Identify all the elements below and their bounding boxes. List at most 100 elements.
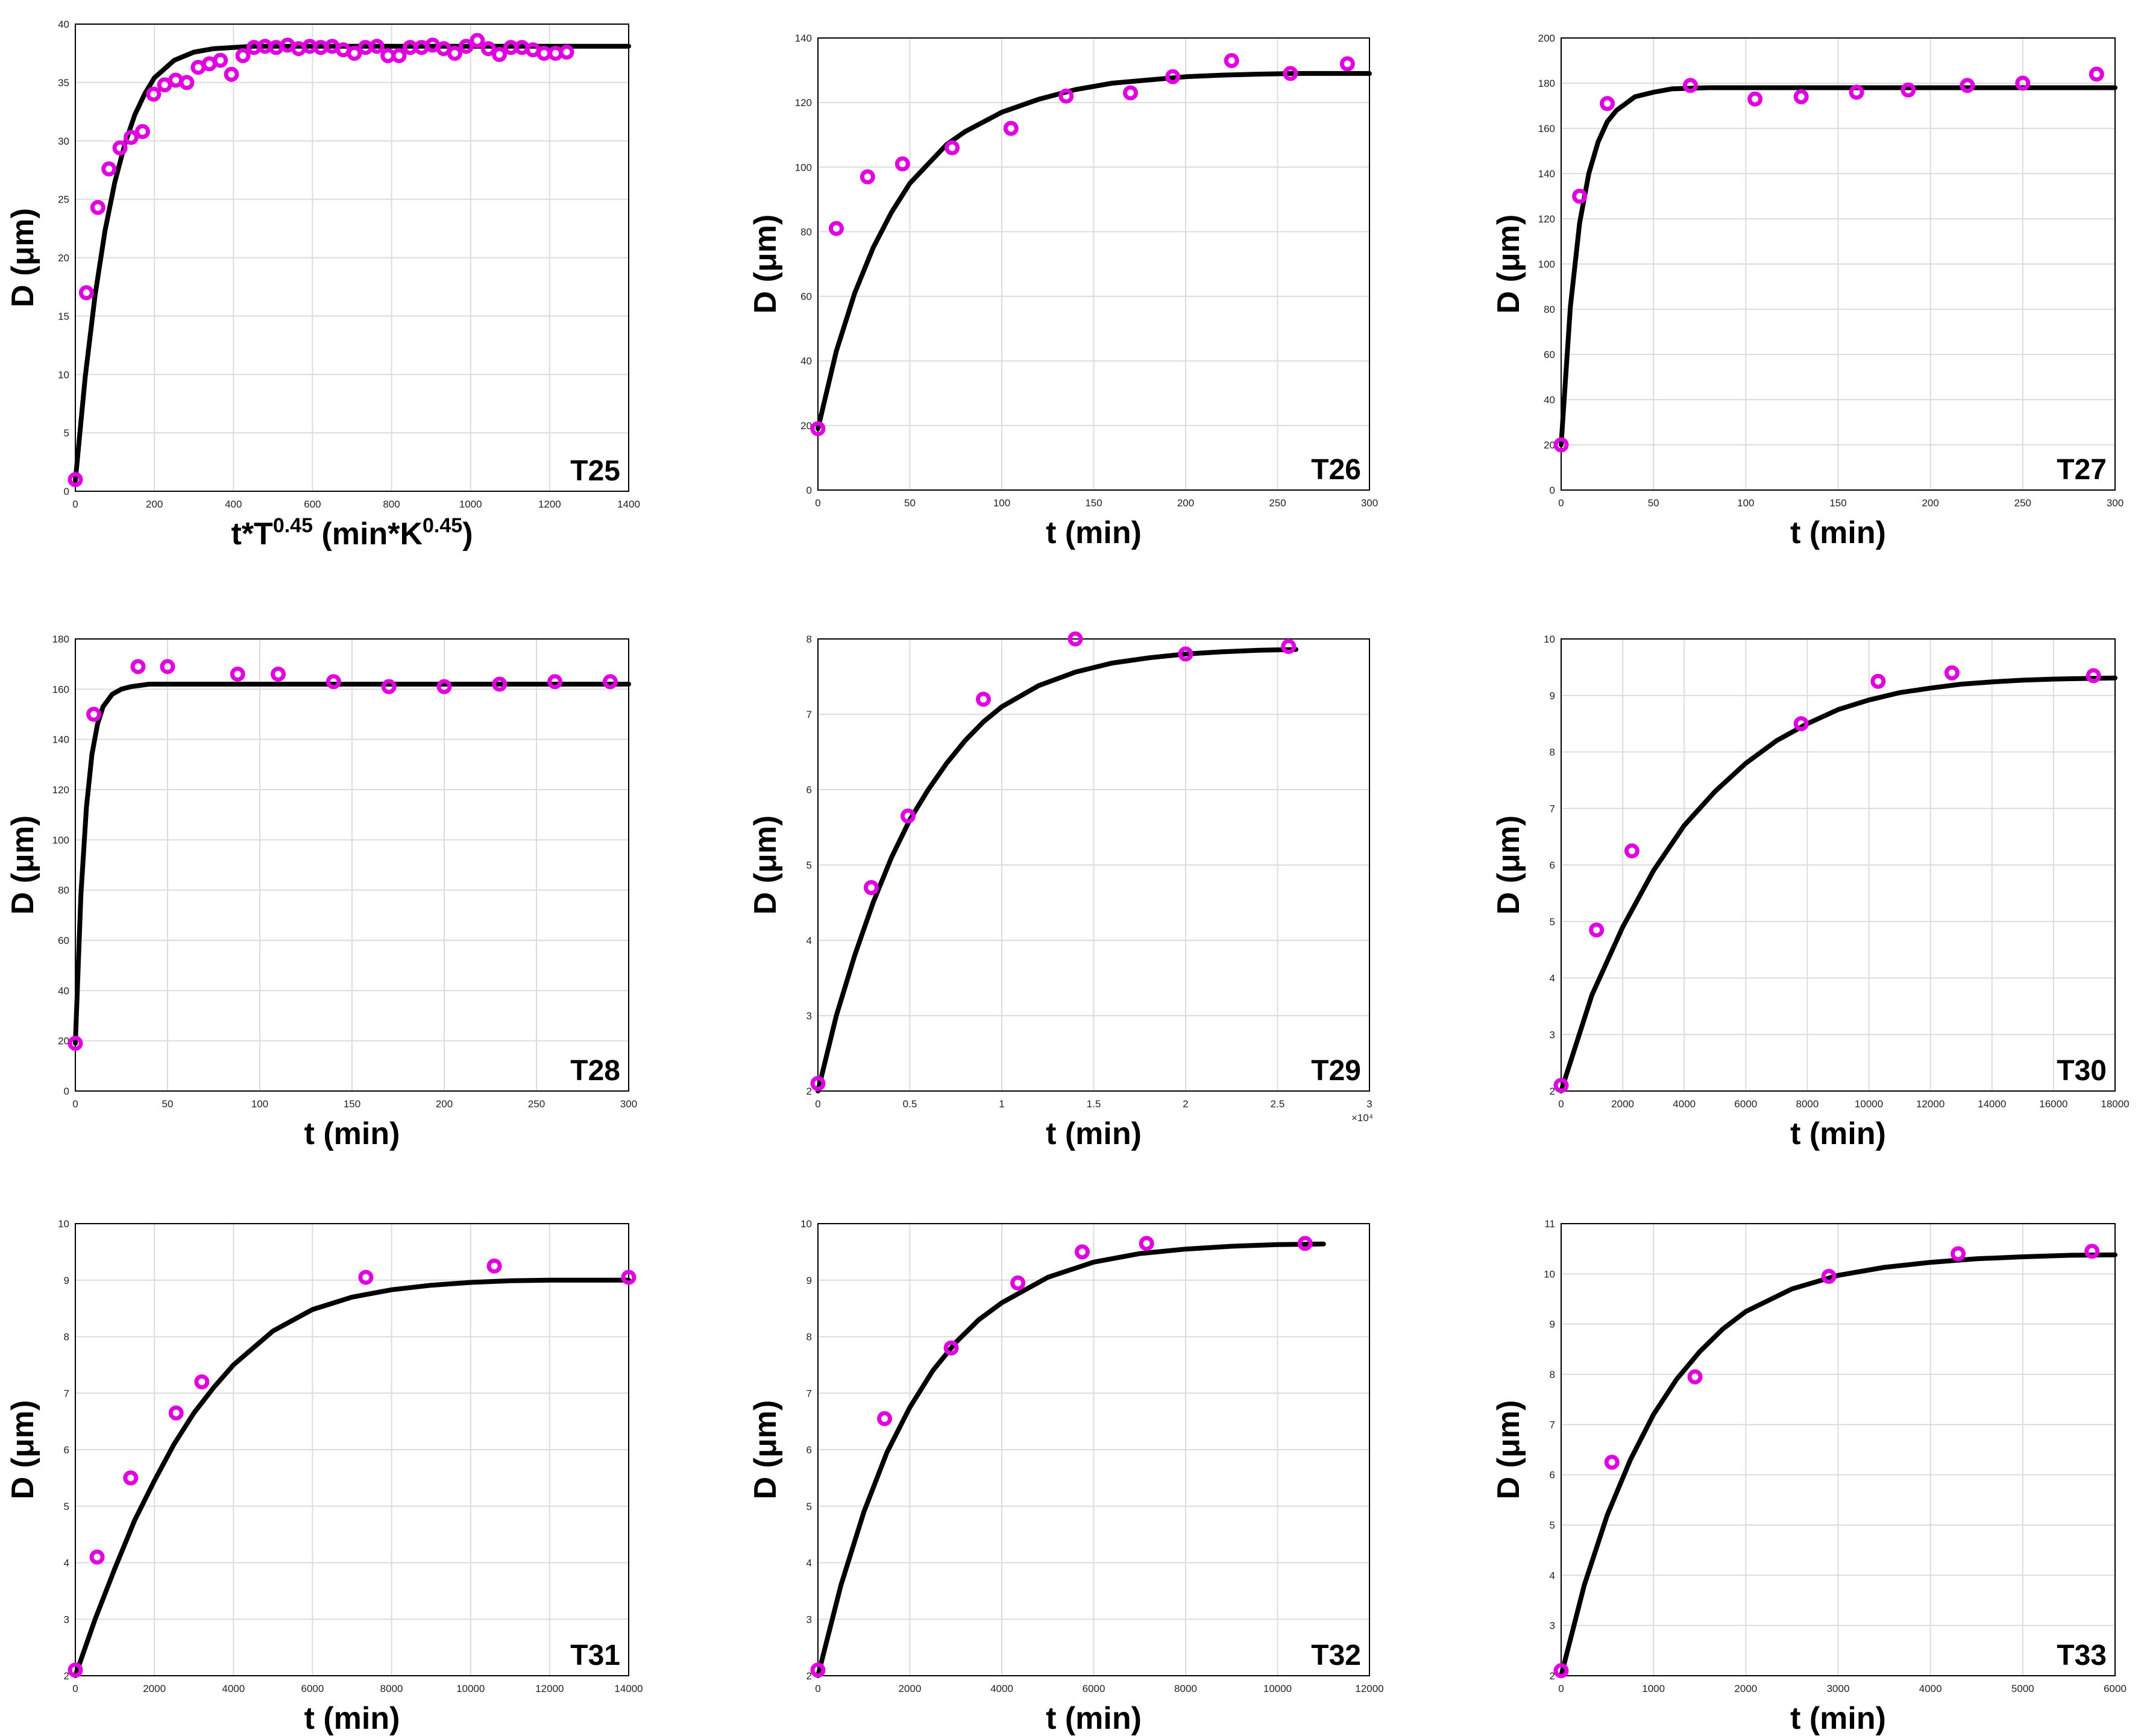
y-tick-label: 8 — [64, 1332, 69, 1343]
x-tick-label: 1 — [999, 1098, 1004, 1110]
y-tick-label: 8 — [806, 1332, 812, 1343]
x-axis-label-text: ) — [462, 517, 473, 552]
x-tick-label: 5000 — [2011, 1683, 2034, 1694]
x-tick-label: 0 — [72, 1683, 78, 1694]
data-point — [358, 1269, 374, 1285]
data-point — [860, 169, 875, 184]
y-tick-label: 5 — [1550, 916, 1555, 928]
data-point — [621, 1269, 637, 1285]
x-tick-label: 200 — [436, 1098, 453, 1110]
x-tick-label: 16000 — [2039, 1098, 2067, 1110]
y-tick-label: 4 — [64, 1558, 69, 1569]
data-point — [2084, 1244, 2100, 1259]
y-tick-label: 60 — [800, 291, 812, 303]
x-tick-label: 2000 — [1734, 1683, 1757, 1694]
y-tick-label: 80 — [58, 885, 69, 896]
y-axis-label: D (μm) — [1491, 1400, 1526, 1500]
y-tick-label: 6 — [806, 784, 812, 796]
data-point — [447, 45, 462, 61]
x-axis-label: t (min) — [304, 1116, 400, 1151]
data-point — [90, 200, 105, 215]
y-tick-label: 9 — [64, 1275, 69, 1286]
data-point — [894, 156, 910, 172]
x-tick-label: 2 — [1183, 1098, 1188, 1110]
data-point — [1224, 53, 1239, 68]
x-tick-label: 10000 — [1855, 1098, 1883, 1110]
y-tick-label: 4 — [806, 1558, 812, 1569]
data-point — [2086, 668, 2101, 684]
data-point — [1339, 56, 1355, 72]
x-tick-label: 1.5 — [1087, 1098, 1101, 1110]
x-axis-label: t (min) — [1790, 1701, 1886, 1736]
data-point — [1553, 1078, 1569, 1093]
y-tick-label: 9 — [1550, 1319, 1555, 1330]
y-tick-label: 3 — [806, 1010, 812, 1022]
data-point — [325, 674, 341, 690]
y-tick-label: 20 — [58, 1036, 69, 1047]
y-tick-label: 4 — [1550, 1570, 1555, 1581]
x-tick-label: 8000 — [380, 1683, 403, 1694]
data-point — [810, 1662, 826, 1678]
x-tick-label: 10000 — [456, 1683, 485, 1694]
data-point — [1572, 189, 1588, 204]
y-tick-label: 3 — [64, 1614, 69, 1625]
y-tick-label: 2 — [1550, 1086, 1555, 1097]
x-tick-label: 12000 — [1355, 1683, 1383, 1694]
axes-frame — [1561, 1223, 2116, 1676]
data-point — [1747, 91, 1763, 107]
data-point — [1283, 66, 1298, 81]
data-point — [2089, 66, 2104, 82]
data-point — [1944, 665, 1960, 681]
x-tick-label: 50 — [904, 497, 916, 509]
data-point — [480, 41, 496, 57]
data-point — [381, 679, 397, 694]
x-tick-label: 12000 — [535, 1683, 564, 1694]
y-tick-label: 100 — [52, 834, 69, 846]
x-tick-label: 6000 — [1083, 1683, 1105, 1694]
data-point — [1687, 1369, 1703, 1385]
y-axis-label: D (μm) — [748, 1400, 783, 1500]
y-tick-label: 25 — [58, 194, 69, 206]
y-tick-label: 7 — [806, 1388, 812, 1399]
x-tick-label: 150 — [1085, 497, 1102, 509]
axes-frame — [75, 638, 629, 1092]
model-fit-line — [816, 1241, 1326, 1678]
x-axis-label: t (min) — [304, 1701, 400, 1736]
data-point — [230, 666, 245, 682]
x-tick-label: 0 — [815, 1098, 820, 1110]
x-tick-label: 18000 — [2101, 1098, 2129, 1110]
data-point — [1297, 1236, 1313, 1251]
data-point — [68, 1662, 83, 1678]
y-tick-label: 180 — [52, 634, 69, 645]
data-point — [559, 45, 574, 60]
x-tick-label: 2000 — [899, 1683, 922, 1694]
data-point — [1139, 1236, 1154, 1251]
y-tick-label: 3 — [806, 1614, 812, 1625]
data-point — [68, 1036, 83, 1051]
y-tick-label: 30 — [58, 136, 69, 147]
y-axis-label: D (μm) — [5, 208, 40, 307]
x-tick-label: 0 — [1558, 1683, 1564, 1694]
y-axis-label: D (μm) — [1491, 816, 1526, 915]
data-point — [101, 161, 117, 177]
x-tick-label: 100 — [251, 1098, 268, 1110]
y-tick-label: 3 — [1550, 1620, 1555, 1632]
data-point — [1960, 78, 1975, 93]
data-point — [1553, 437, 1569, 453]
y-tick-label: 5 — [1550, 1520, 1555, 1531]
panel-title: T32 — [1311, 1640, 1361, 1672]
x-tick-label: 100 — [1737, 497, 1754, 509]
x-tick-label: 8000 — [1174, 1683, 1197, 1694]
data-point — [810, 1076, 826, 1091]
y-tick-label: 5 — [806, 860, 812, 871]
y-tick-label: 7 — [806, 709, 812, 720]
data-point — [1165, 69, 1181, 84]
data-point — [123, 130, 139, 145]
y-tick-label: 7 — [1550, 803, 1555, 814]
panel-title: T33 — [2057, 1640, 2107, 1672]
y-tick-label: 80 — [1544, 304, 1555, 315]
y-tick-label: 8 — [1550, 1369, 1555, 1380]
data-point — [146, 86, 162, 102]
model-fit-line — [1559, 675, 2117, 1093]
x-tick-label: 50 — [162, 1098, 174, 1110]
